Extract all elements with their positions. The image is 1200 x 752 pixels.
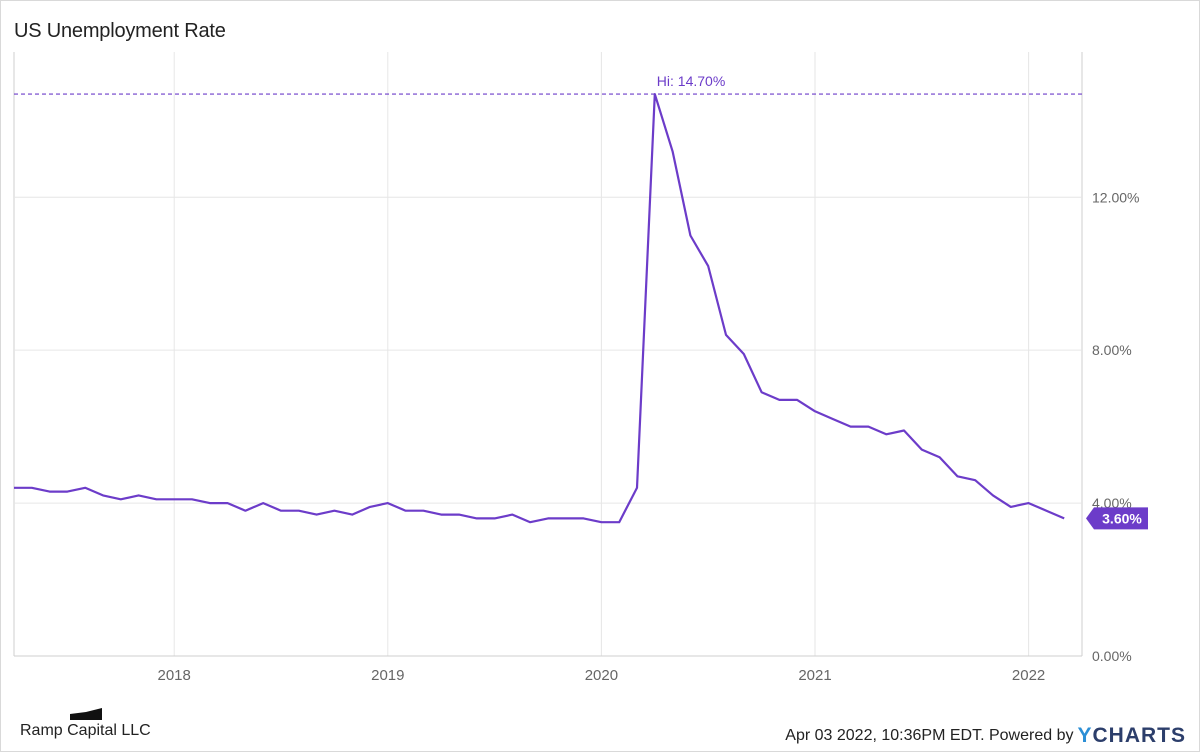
chart-title: US Unemployment Rate [14, 20, 226, 42]
data-point [13, 487, 15, 489]
data-point [1045, 510, 1047, 512]
data-point [1063, 517, 1065, 519]
data-point [547, 517, 549, 519]
data-point [102, 494, 104, 496]
data-point [120, 498, 122, 500]
data-point [244, 510, 246, 512]
x-tick-label: 2018 [158, 667, 191, 684]
data-point [672, 150, 674, 152]
data-point [351, 514, 353, 516]
data-point [405, 510, 407, 512]
y-tick-label: 8.00% [1092, 342, 1132, 358]
last-value-label: 3.60% [1102, 510, 1142, 526]
unemployment-series-line [14, 92, 1065, 524]
data-point [618, 521, 620, 523]
y-tick-label: 12.00% [1092, 189, 1139, 205]
x-tick-label: 2021 [798, 667, 831, 684]
data-point [494, 517, 496, 519]
data-point [458, 514, 460, 516]
data-point [84, 487, 86, 489]
data-point [689, 234, 691, 236]
data-point [583, 517, 585, 519]
data-point [262, 502, 264, 504]
ramp-logo-icon [70, 708, 102, 720]
data-point [191, 498, 193, 500]
data-point [761, 391, 763, 393]
data-point [138, 494, 140, 496]
data-point [903, 429, 905, 431]
data-point [333, 510, 335, 512]
x-tick-label: 2022 [1012, 667, 1045, 684]
data-point [280, 510, 282, 512]
data-point [1010, 506, 1012, 508]
data-point [155, 498, 157, 500]
data-point [956, 475, 958, 477]
data-point [600, 521, 602, 523]
y-tick-label: 0.00% [1092, 648, 1132, 664]
data-point [654, 93, 656, 95]
data-point [66, 491, 68, 493]
last-value-badge [1086, 507, 1148, 530]
data-point [316, 514, 318, 516]
data-point [369, 506, 371, 508]
data-point [707, 265, 709, 267]
data-point [440, 514, 442, 516]
data-point [850, 426, 852, 428]
data-point [992, 494, 994, 496]
data-point [422, 510, 424, 512]
data-point [49, 491, 51, 493]
data-point [867, 426, 869, 428]
data-point [743, 353, 745, 355]
data-point [974, 479, 976, 481]
data-point [636, 487, 638, 489]
data-point [227, 502, 229, 504]
timestamp: Apr 03 2022, 10:36PM EDT. [785, 727, 985, 744]
data-point [725, 334, 727, 336]
data-point [778, 399, 780, 401]
ycharts-logo-y: Y [1077, 724, 1093, 747]
data-point [387, 502, 389, 504]
data-point [832, 418, 834, 420]
data-point [921, 449, 923, 451]
data-point [796, 399, 798, 401]
data-point [209, 502, 211, 504]
data-point [1028, 502, 1030, 504]
powered-by-label: Powered by [988, 727, 1074, 744]
data-point [565, 517, 567, 519]
y-tick-label: 4.00% [1092, 495, 1132, 511]
ycharts-logo[interactable]: Y CHARTS [1077, 724, 1186, 748]
source-block: Ramp Capital LLC [20, 708, 151, 740]
data-point [885, 433, 887, 435]
ycharts-logo-text: CHARTS [1092, 724, 1186, 747]
data-point [814, 410, 816, 412]
data-point [511, 514, 513, 516]
data-point [298, 510, 300, 512]
data-point [939, 456, 941, 458]
x-tick-label: 2020 [585, 667, 618, 684]
high-label: Hi: 14.70% [657, 73, 725, 89]
data-point [173, 498, 175, 500]
data-point [529, 521, 531, 523]
data-point [31, 487, 33, 489]
source-label: Ramp Capital LLC [20, 722, 151, 739]
x-tick-label: 2019 [371, 667, 404, 684]
attribution: Apr 03 2022, 10:36PM EDT. Powered by Y CH… [785, 724, 1186, 748]
data-point [476, 517, 478, 519]
